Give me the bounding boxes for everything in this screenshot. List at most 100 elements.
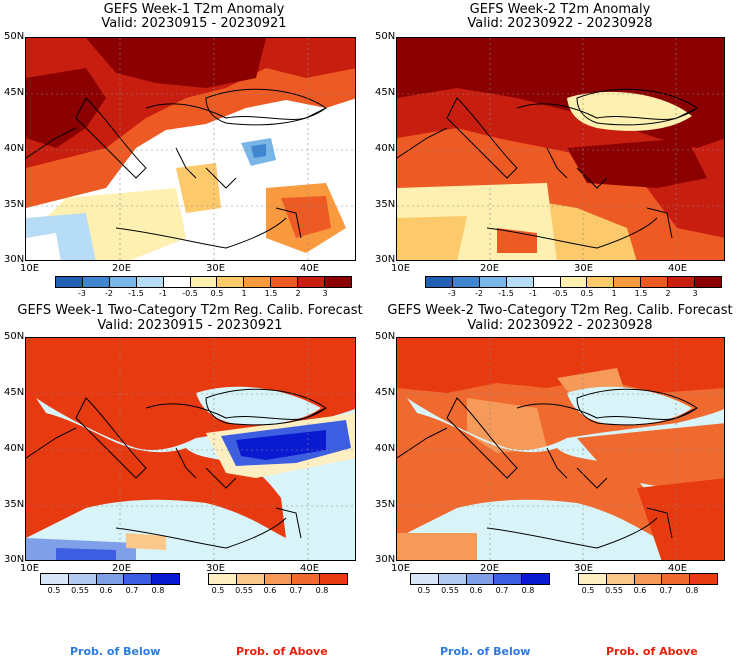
lat-label: 35N [375,199,396,210]
colorbar-swatch [209,574,237,584]
colorbar-tick: -0.5 [552,289,568,298]
below-colorbar [40,573,180,585]
legend-prob-above: Prob. of Above [236,645,328,658]
lat-label: 50N [4,31,25,42]
colorbar-tick: 0.6 [469,586,483,595]
colorbar-swatch [533,277,561,287]
colorbar-swatch [506,277,534,287]
colorbar-swatch [466,574,495,584]
anomaly-colorbar [425,276,722,288]
probability-map-week2 [396,337,725,561]
colorbar-swatch [217,277,245,287]
anomaly-map-week2 [396,37,725,261]
colorbar-swatch [579,574,607,584]
panel-valid-date: Valid: 20230915 - 20230921 [101,16,287,31]
anomaly-colorbar [55,276,352,288]
panel-valid-date: Valid: 20230915 - 20230921 [97,318,283,333]
panel-title: GEFS Week-1 T2m Anomaly [103,2,285,17]
lon-label: 40E [300,263,320,274]
colorbar-swatch [190,277,218,287]
colorbar-swatch [494,574,523,584]
legend-prob-above: Prob. of Above [606,645,698,658]
colorbar-tick: 1 [611,289,617,298]
colorbar-swatch [264,574,293,584]
colorbar-tick: 0.7 [125,586,139,595]
colorbar-swatch [96,574,125,584]
colorbar-tick: 1.5 [634,289,648,298]
above-colorbar [208,573,348,585]
colorbar-tick: -1 [529,289,537,298]
colorbar-tick: 0.7 [289,586,303,595]
colorbar-swatch [641,277,669,287]
colorbar-tick: 0.8 [315,586,329,595]
lon-label: 20E [480,563,500,574]
colorbar-swatch [634,574,663,584]
colorbar-tick: -1 [159,289,167,298]
colorbar-swatch [668,277,696,287]
anomaly-map-week1 [25,37,356,261]
lon-label: 10E [20,263,40,274]
lat-label: 50N [375,331,396,342]
colorbar-swatch [325,277,351,287]
colorbar-tick: 0.55 [71,586,89,595]
colorbar-tick: 0.5 [47,586,61,595]
lon-label: 30E [206,263,226,274]
colorbar-swatch [292,574,321,584]
colorbar-tick: 3 [692,289,698,298]
colorbar-tick: 0.6 [633,586,647,595]
colorbar-tick: 0.55 [235,586,253,595]
colorbar-tick: 0.55 [441,586,459,595]
lat-label: 40N [4,443,25,454]
colorbar-tick: 1.5 [264,289,278,298]
colorbar-tick: 0.8 [151,586,165,595]
colorbar-swatch [426,277,453,287]
lon-label: 40E [300,563,320,574]
below-colorbar [410,573,550,585]
colorbar-swatch [136,277,164,287]
colorbar-swatch [244,277,272,287]
colorbar-tick: 0.6 [263,586,277,595]
colorbar-swatch [690,574,717,584]
legend-prob-below: Prob. of Below [70,645,161,658]
lon-label: 10E [391,263,411,274]
colorbar-swatch [298,277,326,287]
colorbar-swatch [124,574,153,584]
legend-prob-below: Prob. of Below [440,645,531,658]
lon-label: 10E [391,563,411,574]
panel-valid-date: Valid: 20230922 - 20230928 [467,16,653,31]
lat-label: 45N [375,87,396,98]
panel-title: GEFS Week-1 Two-Category T2m Reg. Calib.… [17,303,363,318]
lat-label: 40N [375,443,396,454]
colorbar-tick: 2 [295,289,301,298]
lon-label: 20E [112,563,132,574]
colorbar-swatch [82,277,110,287]
lon-label: 20E [112,263,132,274]
lon-label: 40E [668,563,688,574]
above-colorbar [578,573,718,585]
colorbar-swatch [56,277,83,287]
colorbar-swatch [109,277,137,287]
colorbar-tick: 0.55 [605,586,623,595]
lon-label: 40E [668,263,688,274]
colorbar-swatch [606,574,635,584]
colorbar-tick: 0.7 [659,586,673,595]
lat-label: 50N [4,331,25,342]
colorbar-swatch [411,574,439,584]
colorbar-tick: 2 [665,289,671,298]
lat-label: 45N [4,87,25,98]
colorbar-swatch [560,277,588,287]
probability-map-week1 [25,337,356,561]
colorbar-tick: 0.5 [580,289,594,298]
lon-label: 20E [480,263,500,274]
panel-title: GEFS Week-2 Two-Category T2m Reg. Calib.… [387,303,733,318]
colorbar-swatch [614,277,642,287]
colorbar-tick: 0.6 [99,586,113,595]
lat-label: 35N [4,199,25,210]
colorbar-swatch [587,277,615,287]
lon-label: 30E [574,263,594,274]
colorbar-tick: -1.5 [498,289,514,298]
colorbar-tick: -0.5 [182,289,198,298]
colorbar-swatch [152,574,179,584]
colorbar-tick: -2 [105,289,113,298]
colorbar-swatch [695,277,721,287]
